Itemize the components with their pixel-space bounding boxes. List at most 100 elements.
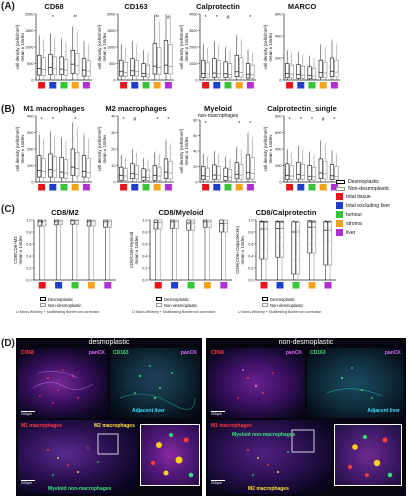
outlier-point [56, 220, 58, 222]
box [212, 58, 217, 78]
y-tick-label: 0.2 [248, 266, 253, 270]
outlier-point [135, 48, 137, 50]
outlier-point [324, 240, 326, 242]
outlier-point [285, 152, 288, 154]
outlier-point [331, 149, 334, 151]
outlier-point [204, 224, 207, 226]
outlier-point [325, 142, 327, 145]
outlier-point [61, 147, 63, 150]
outlier-point [72, 136, 75, 139]
panelC-chart-1: CD8/Myeloid CD8/CD8+Myeloidmean ± 1stdev 0… [128, 208, 234, 294]
legend-label: Desmoplastic [48, 296, 74, 302]
box [153, 219, 158, 230]
box [219, 219, 224, 233]
outlier-point [38, 222, 40, 224]
outlier-point [277, 246, 279, 248]
outlier-point [153, 21, 155, 23]
outlier-point [88, 149, 90, 151]
outlier-point [225, 45, 227, 48]
outlier-point [71, 223, 73, 225]
outlier-point [291, 59, 293, 61]
outlier-point [155, 225, 158, 228]
outlier-point [203, 226, 206, 228]
myeloid-label: Myeloid non-macrophages [48, 486, 112, 492]
outlier-point [164, 35, 167, 38]
box [245, 154, 251, 180]
outlier-point [325, 153, 327, 155]
outlier-point [201, 156, 204, 158]
chart-legend: Desmoplastic Non-desmoplastic [262, 296, 304, 308]
panelA-chart-3: MARCO cell density (cells/mm²)mean ± 1std… [262, 2, 342, 94]
outlier-point [49, 150, 51, 152]
outlier-point [330, 153, 333, 155]
significance-marker: * [300, 117, 302, 123]
outlier-point [213, 45, 215, 47]
y-tick-label: 400 [275, 34, 281, 38]
chart-legend: Desmoplastic Non-desmoplastic [156, 296, 198, 308]
y-tick-label: 2000 [107, 12, 115, 16]
outlier-point [164, 15, 167, 18]
outlier-point [285, 52, 288, 55]
outlier-point [87, 48, 89, 50]
outlier-point [135, 163, 137, 165]
outlier-point [287, 147, 289, 150]
outlier-point [301, 161, 303, 164]
outlier-point [108, 226, 110, 228]
outlier-point [119, 165, 122, 167]
y-tick-label: 1.0 [26, 218, 31, 222]
adjacent-liver-label-nd: Adjacent liver [367, 408, 400, 414]
box [296, 64, 301, 79]
outlier-point [297, 54, 299, 57]
outlier-point [218, 53, 221, 55]
outlier-point [247, 131, 250, 133]
outlier-point [312, 252, 315, 254]
outlier-point [132, 50, 134, 52]
box [234, 162, 239, 180]
outlier-point [53, 42, 55, 44]
panck-label-nd-2: panCK [384, 350, 401, 356]
outlier-point [261, 247, 263, 250]
desmo-img-cd68: CD68 panCK 200µm [18, 348, 108, 418]
y-tick-label: 20 [193, 165, 197, 169]
box [329, 164, 335, 180]
outlier-point [330, 44, 333, 46]
legend-label: Non-desmoplastic [48, 302, 82, 308]
group-color-square [38, 184, 46, 191]
chart-ylabel: cell density (cells/mm²)mean ± 1stdev [179, 24, 189, 69]
outlier-point [42, 222, 45, 224]
chart-ylabel: CD8/CD8+Myeloidmean ± 1stdev [129, 231, 139, 268]
group-color-square [308, 184, 316, 191]
significance-marker: **** [260, 221, 268, 227]
outlier-point [146, 168, 149, 170]
outlier-point [154, 159, 157, 161]
legend-swatch [336, 179, 345, 184]
outlier-point [320, 52, 323, 54]
outlier-point [323, 59, 326, 62]
scale-bar: 200µm [21, 410, 35, 416]
outlier-point [308, 64, 310, 67]
outlier-point [323, 50, 326, 53]
y-tick-label: 20 [111, 147, 115, 151]
y-tick-label: 0.0 [248, 278, 253, 282]
legend-label: liver [346, 229, 356, 236]
significance-marker: **** [276, 221, 284, 227]
box [158, 219, 163, 230]
legend-label: total excluding liver [346, 202, 391, 209]
outlier-point [264, 258, 267, 260]
y-tick-label: 0.6 [142, 242, 147, 246]
outlier-point [165, 138, 168, 140]
panel-c-letter: (C) [1, 204, 15, 215]
outlier-point [119, 157, 122, 159]
outlier-point [239, 54, 242, 57]
box [37, 155, 42, 178]
outlier-point [39, 45, 41, 48]
y-tick-label: 500 [109, 62, 115, 66]
box [307, 66, 312, 80]
outlier-point [109, 224, 112, 226]
y-tick-label: 200 [275, 56, 281, 60]
outlier-point [277, 226, 279, 228]
group-color-square [246, 184, 254, 191]
outlier-point [229, 158, 232, 160]
outlier-point [235, 52, 237, 54]
outlier-point [60, 42, 62, 44]
